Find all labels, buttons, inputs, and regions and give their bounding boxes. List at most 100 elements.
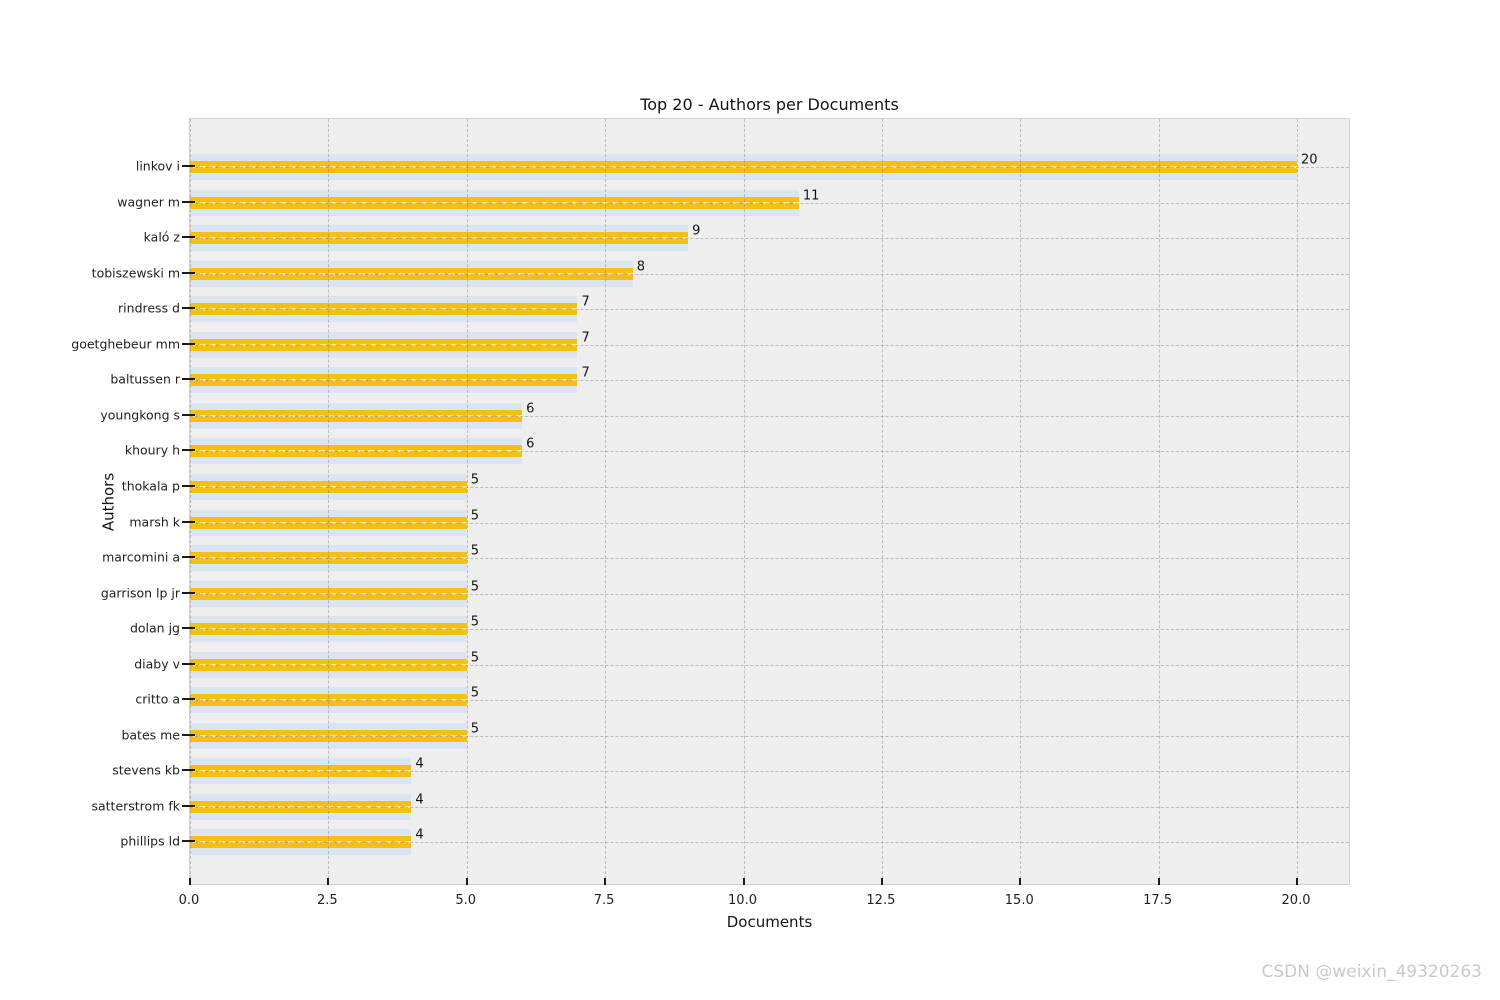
y-tick-mark <box>182 769 195 772</box>
bar <box>190 374 578 387</box>
bar <box>190 800 412 813</box>
gridline-vertical <box>605 119 607 884</box>
y-axis-category-label: dolan jg <box>129 620 180 636</box>
gridline-vertical <box>743 119 745 884</box>
bar-center-dash-line <box>190 166 1297 168</box>
x-tick-mark <box>1157 878 1160 885</box>
bar-value-label: 6 <box>526 436 535 452</box>
bar <box>190 338 578 351</box>
chart-title: Top 20 - Authors per Documents <box>640 95 899 114</box>
gridline-horizontal <box>190 700 1349 702</box>
bar-center-dash-line <box>190 628 467 631</box>
watermark: CSDN @weixin_49320263 <box>1261 962 1482 982</box>
y-axis-category-label: linkov i <box>135 158 180 174</box>
gridline-vertical <box>881 119 883 884</box>
bar-center-dash-line <box>190 343 578 346</box>
y-axis-category-label: phillips ld <box>120 833 180 849</box>
x-tick-label: 5.0 <box>455 893 477 908</box>
bar-center-dash-line <box>190 734 467 737</box>
bar-value-label: 11 <box>802 188 820 204</box>
bar-value-label: 5 <box>470 721 480 737</box>
y-axis-category-label: youngkong s <box>100 407 180 423</box>
bar-center-dash-line <box>190 450 523 453</box>
y-axis-category-label: stevens kb <box>112 762 180 778</box>
gridline-horizontal <box>190 273 1349 275</box>
gridline-horizontal <box>190 380 1349 382</box>
bar-center-dash-line <box>190 699 467 702</box>
bar <box>190 623 467 636</box>
y-axis-category-label: baltussen r <box>110 371 180 387</box>
x-tick-mark <box>465 878 468 885</box>
bar-center-dash-line <box>190 414 523 417</box>
bar-value-label: 5 <box>470 650 480 666</box>
y-axis-category-label: rindress d <box>118 300 180 316</box>
bar-value-label: 4 <box>415 792 424 808</box>
x-tick-mark <box>604 878 607 885</box>
gridline-horizontal <box>190 522 1349 524</box>
x-tick-label: 17.5 <box>1143 893 1173 908</box>
y-axis-category-label: garrison lp jr <box>100 585 180 601</box>
gridline-horizontal <box>190 167 1349 168</box>
bar-value-label: 8 <box>636 259 646 275</box>
x-tick-label: 0.0 <box>178 893 200 908</box>
gridline-vertical <box>328 119 330 884</box>
y-tick-mark <box>182 449 195 452</box>
x-tick-label: 2.5 <box>317 893 338 908</box>
gridline-horizontal <box>190 664 1349 666</box>
gridline-horizontal <box>190 344 1349 346</box>
bar-center-dash-line <box>190 485 467 488</box>
gridline-horizontal <box>190 238 1349 240</box>
y-tick-mark <box>182 698 195 701</box>
bar-value-label: 5 <box>470 685 480 701</box>
gridline-horizontal <box>190 806 1349 808</box>
bar-value-label: 9 <box>692 223 701 239</box>
gridline-horizontal <box>190 309 1349 311</box>
bar-center-dash-line <box>190 770 412 773</box>
x-tick-label: 10.0 <box>728 893 757 908</box>
bar-value-label: 5 <box>470 472 480 488</box>
bar <box>190 232 689 245</box>
y-tick-mark <box>182 307 195 310</box>
bar <box>190 303 578 316</box>
bar <box>190 836 412 849</box>
bar <box>190 587 467 600</box>
bar <box>190 729 467 742</box>
gridline-vertical <box>466 119 468 884</box>
bar-value-label: 7 <box>581 365 590 381</box>
x-tick-mark <box>1019 878 1022 885</box>
bar <box>190 694 467 707</box>
y-tick-mark <box>182 165 195 167</box>
y-tick-mark <box>182 662 195 665</box>
bar-center-dash-line <box>190 521 467 524</box>
y-tick-mark <box>182 236 195 239</box>
x-tick-mark <box>1296 878 1298 885</box>
bar-value-label: 5 <box>470 614 480 630</box>
bar-value-label: 6 <box>526 401 535 417</box>
gridline-vertical <box>190 119 191 884</box>
bar-center-dash-line <box>190 592 467 595</box>
bar-center-dash-line <box>190 805 412 808</box>
bar-center-dash-line <box>190 201 799 204</box>
bar <box>190 658 467 671</box>
gridline-vertical <box>1158 119 1160 884</box>
y-axis-category-label: khoury h <box>124 442 180 458</box>
gridline-horizontal <box>190 771 1349 773</box>
gridline-horizontal <box>190 202 1349 204</box>
gridline-horizontal <box>190 486 1349 488</box>
bar-center-dash-line <box>190 272 633 275</box>
y-tick-mark <box>182 733 195 736</box>
y-tick-mark <box>182 200 195 203</box>
x-axis-title: Documents <box>726 913 813 931</box>
y-axis-category-label: tobiszewski m <box>91 265 180 281</box>
y-axis-category-label: marsh k <box>129 514 180 529</box>
bar-center-dash-line <box>190 237 689 240</box>
gridline-horizontal <box>190 415 1349 417</box>
x-tick-label: 15.0 <box>1004 893 1034 908</box>
bar-value-label: 4 <box>415 827 424 843</box>
plot-area <box>189 118 1350 885</box>
bar-center-dash-line <box>190 841 412 844</box>
bar <box>190 267 633 280</box>
bar <box>190 409 523 422</box>
y-tick-mark <box>182 804 195 807</box>
bar <box>190 552 467 565</box>
